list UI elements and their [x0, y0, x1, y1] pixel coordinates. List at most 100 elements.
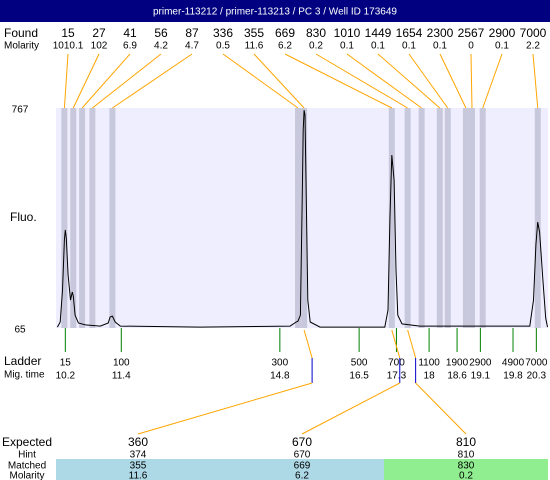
found-size: 2900 [489, 26, 516, 40]
result-row-label: Molarity [9, 471, 44, 480]
found-size: 2567 [458, 26, 485, 40]
peak-band [79, 108, 86, 328]
title: primer-113212 / primer-113213 / PC 3 / W… [153, 7, 397, 18]
expected-value: 360 [128, 435, 148, 449]
found-molarity: 0.1 [371, 41, 385, 52]
peak-band [70, 108, 77, 328]
peak-band [462, 108, 469, 328]
match-connector [415, 382, 467, 435]
ladder-size: 300 [272, 358, 289, 369]
matched-cell [220, 459, 384, 480]
peak-band [295, 108, 302, 328]
match-connector [301, 382, 401, 435]
peak-connector [222, 53, 299, 109]
found-size: 2300 [427, 26, 454, 40]
peak-connector [482, 53, 503, 109]
found-molarity: 6.9 [123, 41, 137, 52]
found-molarity: 0.5 [216, 41, 230, 52]
y-tick-label: 767 [12, 105, 29, 116]
peak-connector [72, 53, 100, 109]
found-molarity: 0 [468, 41, 474, 52]
ladder-size: 700 [388, 358, 405, 369]
peak-band [89, 108, 96, 328]
matched-cell [56, 459, 220, 480]
peak-connector [439, 53, 467, 109]
found-size: 15 [61, 26, 75, 40]
found-label: Found [4, 26, 38, 40]
peak-connector [408, 53, 449, 109]
molarity-value: 0.2 [459, 471, 473, 480]
ladder-size: 15 [60, 358, 72, 369]
peak-connector [315, 53, 408, 109]
found-size: 336 [213, 26, 233, 40]
mig-time-label: Mig. time [4, 370, 45, 381]
matched-value: 830 [458, 461, 475, 472]
peak-connector [532, 53, 539, 109]
match-connector [407, 329, 417, 359]
found-molarity: 1010.1 [53, 41, 84, 52]
peak-band [61, 108, 68, 328]
peak-connector [284, 53, 392, 109]
result-row-label: Hint [18, 450, 36, 461]
matched-value: 355 [130, 461, 147, 472]
found-size: 1010 [334, 26, 361, 40]
hint-value: 810 [458, 450, 475, 461]
peak-connector [253, 53, 305, 109]
ladder-time: 16.5 [349, 371, 369, 382]
matched-value: 669 [294, 461, 311, 472]
found-molarity: 102 [91, 41, 108, 52]
found-molarity: 4.7 [185, 41, 199, 52]
ladder-time: 18 [424, 371, 436, 382]
ladder-size: 500 [351, 358, 368, 369]
found-molarity: 6.2 [278, 41, 292, 52]
result-row-label: Expected [2, 435, 52, 449]
found-molarity: 11.6 [245, 41, 264, 52]
match-connector [137, 382, 313, 435]
found-molarity: 0.1 [495, 41, 509, 52]
found-size: 1449 [365, 26, 392, 40]
found-molarity: 2.2 [526, 41, 540, 52]
ladder-time: 14.8 [270, 371, 290, 382]
found-molarity: 0.1 [402, 41, 416, 52]
peak-connector [346, 53, 422, 109]
hint-value: 670 [294, 450, 311, 461]
match-connector [391, 329, 401, 359]
peak-connector [470, 53, 473, 109]
ladder-size: 100 [113, 358, 130, 369]
found-size: 1654 [396, 26, 423, 40]
peak-band [468, 108, 475, 328]
ladder-size: 1100 [418, 358, 440, 369]
peak-band [418, 108, 425, 328]
ladder-size: 4900 [502, 358, 525, 369]
expected-value: 670 [292, 435, 312, 449]
ladder-time: 10.2 [56, 371, 76, 382]
molarity-value: 6.2 [295, 471, 309, 480]
y-axis-label: Fluo. [10, 210, 37, 224]
found-molarity: 0.1 [433, 41, 447, 52]
molarity-label: Molarity [4, 41, 39, 52]
found-molarity: 4.2 [154, 41, 168, 52]
peak-connector [63, 53, 69, 109]
found-size: 7000 [520, 26, 547, 40]
ladder-time: 19.1 [471, 371, 491, 382]
result-row-label: Matched [8, 461, 46, 472]
title-bar [0, 0, 550, 22]
found-size: 830 [306, 26, 326, 40]
found-size: 27 [92, 26, 106, 40]
y-tick-label: 65 [14, 325, 26, 336]
peak-band [444, 108, 451, 328]
found-size: 669 [275, 26, 295, 40]
matched-cell [384, 459, 548, 480]
ladder-size: 2900 [469, 358, 492, 369]
molarity-value: 11.6 [129, 471, 148, 480]
found-size: 41 [123, 26, 137, 40]
found-molarity: 0.2 [309, 41, 323, 52]
ladder-time: 11.4 [112, 371, 131, 382]
found-size: 87 [185, 26, 199, 40]
trace [56, 110, 548, 328]
hint-value: 374 [130, 450, 147, 461]
peak-band [534, 108, 541, 328]
found-size: 355 [244, 26, 264, 40]
ladder-size: 1900 [446, 358, 469, 369]
